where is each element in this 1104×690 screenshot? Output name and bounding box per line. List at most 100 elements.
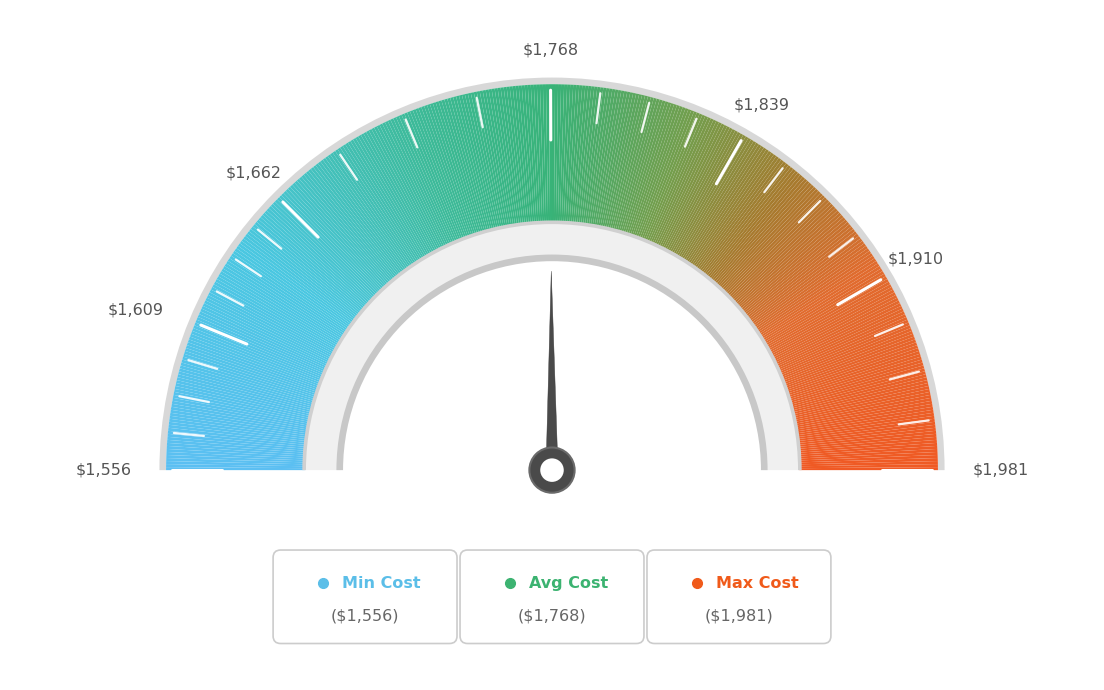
Wedge shape [772, 293, 895, 358]
Wedge shape [299, 177, 392, 284]
Wedge shape [342, 144, 420, 262]
Wedge shape [782, 325, 911, 379]
Wedge shape [788, 357, 922, 400]
Text: ($1,556): ($1,556) [331, 609, 400, 624]
Wedge shape [293, 183, 388, 287]
Wedge shape [648, 115, 705, 243]
Wedge shape [256, 219, 364, 311]
Wedge shape [596, 90, 625, 227]
Wedge shape [215, 279, 337, 349]
Wedge shape [654, 119, 713, 246]
Wedge shape [798, 431, 936, 447]
Wedge shape [185, 345, 318, 392]
Wedge shape [799, 458, 937, 464]
Wedge shape [310, 167, 399, 277]
Wedge shape [468, 93, 500, 229]
Wedge shape [178, 374, 312, 411]
Wedge shape [266, 208, 371, 304]
Wedge shape [422, 106, 470, 237]
Wedge shape [581, 87, 601, 225]
Wedge shape [752, 244, 866, 326]
Text: $1,910: $1,910 [888, 252, 944, 267]
Wedge shape [450, 97, 489, 232]
Wedge shape [731, 204, 834, 301]
Wedge shape [391, 119, 450, 246]
Wedge shape [348, 141, 423, 260]
Wedge shape [700, 161, 786, 273]
Wedge shape [438, 100, 481, 234]
Wedge shape [295, 181, 389, 286]
Wedge shape [556, 84, 561, 223]
Wedge shape [798, 437, 937, 451]
Wedge shape [522, 85, 534, 224]
Wedge shape [204, 300, 330, 363]
Wedge shape [199, 311, 327, 370]
Wedge shape [172, 401, 309, 428]
Wedge shape [714, 179, 807, 285]
Wedge shape [606, 93, 639, 229]
Circle shape [540, 458, 564, 482]
Wedge shape [641, 110, 694, 240]
Wedge shape [798, 428, 936, 445]
Wedge shape [798, 443, 937, 455]
Wedge shape [789, 362, 923, 403]
Wedge shape [202, 306, 328, 366]
Wedge shape [338, 148, 416, 264]
Wedge shape [711, 175, 803, 282]
Wedge shape [741, 221, 849, 313]
Wedge shape [182, 357, 316, 400]
Wedge shape [205, 297, 331, 362]
Wedge shape [350, 139, 424, 259]
Wedge shape [261, 215, 367, 308]
Wedge shape [170, 413, 308, 435]
Wedge shape [691, 151, 772, 267]
Wedge shape [198, 314, 326, 372]
Wedge shape [191, 331, 321, 383]
Wedge shape [320, 159, 405, 273]
Wedge shape [686, 146, 764, 264]
Wedge shape [537, 84, 544, 223]
Wedge shape [284, 191, 381, 293]
Wedge shape [778, 314, 906, 372]
Wedge shape [767, 282, 890, 351]
Wedge shape [678, 138, 751, 258]
Wedge shape [193, 325, 322, 379]
Wedge shape [775, 303, 901, 365]
Wedge shape [461, 94, 496, 230]
Text: $1,609: $1,609 [107, 302, 163, 317]
Text: Max Cost: Max Cost [716, 576, 799, 591]
Wedge shape [795, 398, 932, 426]
Text: ($1,981): ($1,981) [704, 609, 773, 624]
Wedge shape [797, 422, 935, 441]
Wedge shape [200, 308, 328, 368]
Wedge shape [794, 389, 930, 420]
Wedge shape [756, 253, 873, 333]
Wedge shape [767, 279, 889, 349]
Wedge shape [675, 135, 746, 256]
Wedge shape [253, 224, 361, 314]
Wedge shape [721, 189, 818, 291]
Wedge shape [789, 359, 923, 401]
Wedge shape [790, 366, 924, 405]
Wedge shape [424, 105, 471, 237]
Wedge shape [206, 295, 331, 359]
Wedge shape [524, 85, 537, 224]
Wedge shape [790, 368, 925, 407]
Wedge shape [167, 446, 305, 457]
Wedge shape [764, 271, 884, 344]
Wedge shape [301, 175, 393, 282]
Wedge shape [799, 452, 937, 460]
Text: Avg Cost: Avg Cost [530, 576, 608, 591]
Wedge shape [219, 274, 339, 346]
Wedge shape [168, 431, 306, 447]
Wedge shape [782, 328, 912, 381]
Wedge shape [694, 155, 776, 269]
Wedge shape [174, 386, 310, 418]
Wedge shape [747, 234, 859, 320]
Wedge shape [650, 116, 708, 244]
Wedge shape [288, 187, 384, 290]
Wedge shape [702, 164, 788, 275]
Wedge shape [176, 380, 311, 414]
Wedge shape [634, 106, 682, 237]
Wedge shape [712, 177, 805, 284]
